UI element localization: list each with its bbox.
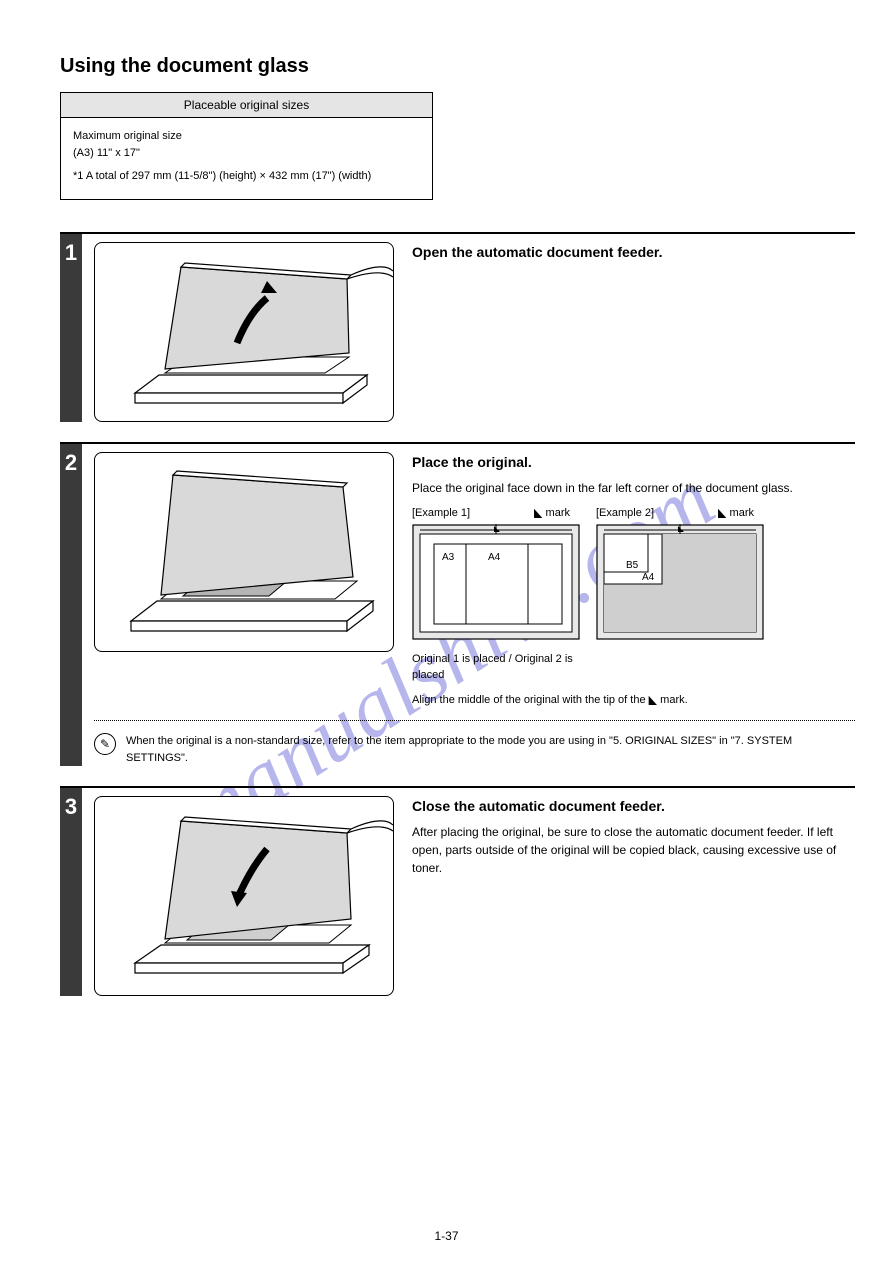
- step-text: Open the automatic document feeder.: [394, 242, 663, 422]
- pencil-icon: ✎: [94, 733, 116, 755]
- diag-caption: [Example 1] ◣ mark: [412, 505, 580, 522]
- step-body: Open the automatic document feeder.: [82, 234, 855, 422]
- size-box-body: Maximum original size (A3) 11" x 17" *1 …: [61, 118, 432, 199]
- dotted-divider: [94, 720, 855, 721]
- mark-label: mark: [730, 507, 754, 519]
- step-title: Close the automatic document feeder.: [412, 796, 855, 817]
- note-row: ✎ When the original is a non-standard si…: [94, 733, 855, 766]
- step-body: Close the automatic document feeder. Aft…: [82, 788, 855, 996]
- mark-icon: ◣ mark: [534, 505, 570, 522]
- step1-illustration: [94, 242, 394, 422]
- size-line: *1 A total of 297 mm (11-5/8") (height) …: [73, 168, 420, 185]
- examples-row: [Example 1] ◣ mark: [412, 505, 793, 684]
- step-text: Place the original. Place the original f…: [394, 452, 793, 708]
- step-number: 3: [60, 788, 82, 996]
- step-1: 1: [60, 232, 855, 422]
- align-note: Align the middle of the original with th…: [412, 692, 793, 709]
- svg-text:B5: B5: [626, 560, 639, 571]
- note-text: When the original is a non-standard size…: [126, 733, 855, 766]
- center-note: Original 1 is placed / Original 2 is pla…: [412, 651, 580, 684]
- step-body: Place the original. Place the original f…: [82, 444, 855, 766]
- step-3: 3: [60, 786, 855, 996]
- example-1: [Example 1] ◣ mark: [412, 505, 580, 684]
- example-label: [Example 1]: [412, 505, 470, 522]
- section-heading: Using the document glass: [60, 55, 855, 78]
- svg-text:A4: A4: [642, 572, 655, 583]
- example-label: [Example 2]: [596, 505, 654, 522]
- step-body-text: Place the original face down in the far …: [412, 479, 793, 497]
- step-title: Place the original.: [412, 452, 793, 473]
- step-title: Open the automatic document feeder.: [412, 242, 663, 263]
- step-text: Close the automatic document feeder. Aft…: [394, 796, 855, 996]
- svg-text:A3: A3: [442, 552, 455, 563]
- step2-illustration: [94, 452, 394, 652]
- example1-diagram: A3 A4: [412, 524, 580, 640]
- step-body-text: After placing the original, be sure to c…: [412, 823, 855, 877]
- example-2: [Example 2] ◣ mark: [596, 505, 764, 684]
- size-line: Maximum original size: [73, 128, 420, 145]
- diag-caption: [Example 2] ◣ mark: [596, 505, 764, 522]
- size-line: (A3) 11" x 17": [73, 145, 420, 162]
- mark-icon-inline: ◣: [649, 691, 657, 709]
- example2-diagram: A4 B5: [596, 524, 764, 640]
- step3-illustration: [94, 796, 394, 996]
- placeable-sizes-box: Placeable original sizes Maximum origina…: [60, 92, 433, 200]
- mark-label: mark: [546, 507, 570, 519]
- size-box-header: Placeable original sizes: [61, 93, 432, 118]
- step-2: 2: [60, 442, 855, 766]
- step-number: 2: [60, 444, 82, 766]
- svg-text:A4: A4: [488, 552, 501, 563]
- step-number: 1: [60, 234, 82, 422]
- mark-icon: ◣ mark: [718, 505, 754, 522]
- page-number: 1-37: [0, 1229, 893, 1243]
- page: manualshive.com Using the document glass…: [0, 0, 893, 1263]
